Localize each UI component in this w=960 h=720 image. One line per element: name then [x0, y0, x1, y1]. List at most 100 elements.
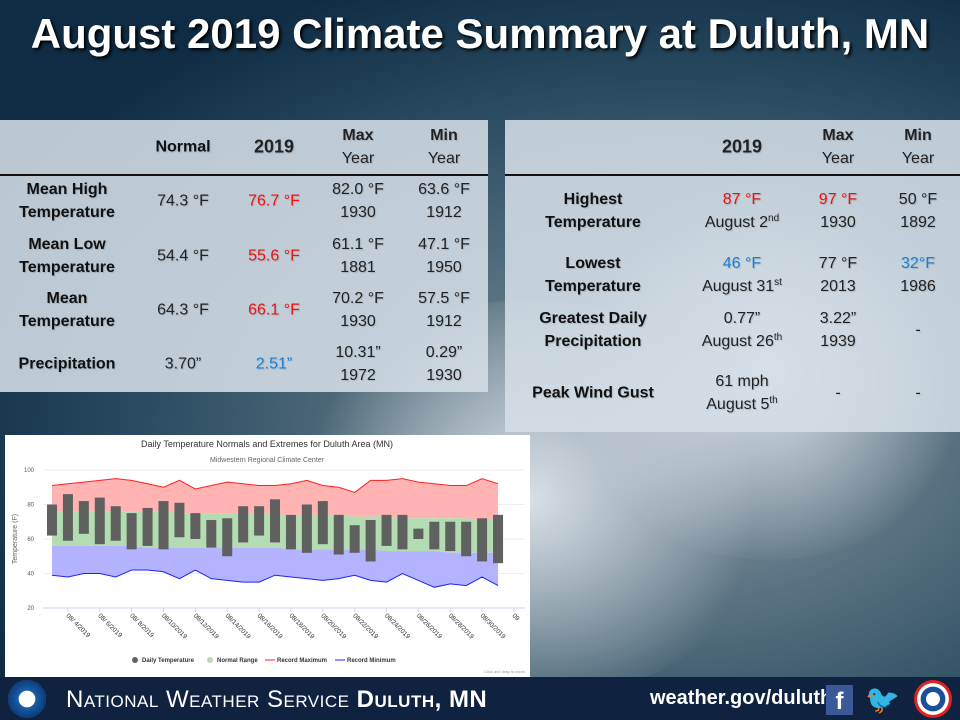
daily-temp-bar	[94, 497, 105, 545]
daily-temp-bar	[190, 513, 201, 539]
legend-marker	[132, 657, 138, 663]
temperature-chart[interactable]: Daily Temperature Normals and Extremes f…	[5, 435, 530, 677]
row-label: Lowest Temperature	[545, 255, 641, 295]
x-tick-label: 08/26/2019	[415, 612, 443, 640]
daily-temp-bar	[445, 521, 456, 552]
legend-item: Record Minimum	[347, 658, 396, 664]
x-tick-label: 08/ 8/2019	[128, 612, 155, 639]
min-record: 47.1 °F 1950	[418, 236, 470, 276]
legend-marker	[207, 657, 213, 663]
value-2019: 76.7 °F	[248, 192, 300, 210]
y-tick-label: 80	[27, 503, 34, 509]
header-min: Min Year	[901, 127, 935, 167]
header-min: Min Year	[427, 127, 461, 167]
daily-temp-bar	[285, 514, 296, 550]
min-record: 32°F 1986	[900, 255, 936, 295]
daily-temp-bar	[142, 507, 153, 546]
row-label: Mean Temperature	[19, 290, 115, 330]
row-label: Mean High Temperature	[19, 181, 115, 221]
x-tick-label: 08/20/2019	[319, 612, 347, 640]
daily-temp-bar	[78, 501, 89, 534]
daily-temp-bar	[110, 506, 121, 541]
value-2019: 0.77” August 26th	[701, 310, 783, 350]
min-record: 63.6 °F 1912	[418, 181, 470, 221]
header-normal: Normal	[155, 138, 211, 156]
x-tick-label: 08/18/2019	[288, 612, 316, 640]
daily-temp-bar	[381, 514, 392, 546]
daily-temp-bar	[429, 521, 440, 550]
daily-temp-bar	[238, 506, 249, 543]
value-2019: 55.6 °F	[248, 247, 300, 265]
website-link[interactable]: weather.gov/duluth	[650, 687, 833, 709]
max-record: 70.2 °F 1930	[332, 290, 384, 330]
x-tick-label: 09	[511, 612, 521, 622]
max-record: 10.31” 1972	[335, 344, 381, 384]
x-tick-label: 08/10/2019	[160, 612, 188, 640]
max-record: -	[835, 384, 841, 402]
facebook-icon[interactable]: f	[826, 685, 853, 715]
daily-temp-bar	[222, 518, 233, 557]
daily-temp-bar	[333, 514, 344, 555]
record-max-line	[51, 478, 499, 493]
row-label: Mean Low Temperature	[19, 236, 115, 276]
header-max: Max Year	[821, 127, 855, 167]
chart-title: Daily Temperature Normals and Extremes f…	[141, 439, 393, 449]
value-2019: 61 mph August 5th	[706, 373, 778, 413]
daily-temp-bar	[254, 506, 265, 536]
daily-temp-bar	[126, 513, 137, 550]
legend-item: Daily Temperature	[142, 658, 195, 664]
max-record: 97 °F 1930	[818, 191, 858, 231]
footer-bar: National Weather Service Duluth, MN weat…	[0, 677, 960, 720]
row-label: Greatest Daily Precipitation	[539, 310, 647, 350]
daily-temp-bar	[477, 518, 488, 562]
daily-temp-bar	[270, 499, 281, 543]
value-2019: 87 °F August 2nd	[704, 191, 780, 231]
header-2019: 2019	[721, 136, 763, 157]
daily-temp-bar	[349, 525, 360, 553]
noaa-logo	[8, 680, 46, 718]
max-record: 61.1 °F 1881	[332, 236, 384, 276]
daily-temp-bar	[461, 521, 472, 557]
normal-value: 54.4 °F	[157, 247, 209, 265]
normal-value: 3.70”	[164, 355, 202, 373]
daily-temp-bar	[47, 504, 57, 536]
row-label: Highest Temperature	[545, 191, 641, 231]
y-tick-label: 60	[27, 537, 34, 543]
x-tick-label: 08/24/2019	[383, 612, 411, 640]
normal-value: 64.3 °F	[157, 301, 209, 319]
max-record: 77 °F 2013	[818, 255, 858, 295]
y-axis-label: Temperature (F)	[12, 514, 19, 564]
x-tick-label: 08/ 6/2019	[96, 612, 123, 639]
x-tick-label: 08/22/2019	[351, 612, 379, 640]
legend-item: Normal Range	[217, 658, 258, 664]
normal-value: 74.3 °F	[157, 192, 209, 210]
min-record: -	[915, 321, 921, 339]
x-tick-label: 08/16/2019	[256, 612, 284, 640]
x-tick-label: 08/28/2019	[447, 612, 475, 640]
y-tick-label: 40	[27, 572, 34, 578]
daily-temp-bar	[174, 502, 185, 538]
x-tick-label: 08/30/2019	[479, 612, 507, 640]
min-record: 50 °F 1892	[898, 191, 938, 231]
row-label: Peak Wind Gust	[532, 384, 654, 402]
daily-temp-bar	[62, 494, 73, 541]
org-name: National Weather Service Duluth, MN	[66, 686, 488, 713]
zoom-note: Click and drag to zoom	[484, 669, 526, 674]
daily-temp-bar	[413, 528, 424, 539]
x-tick-label: 08/14/2019	[224, 612, 252, 640]
min-record: 0.29” 1930	[425, 344, 463, 384]
legend-item: Record Maximum	[277, 658, 327, 664]
value-2019: 2.51”	[255, 355, 293, 373]
daily-temp-bar	[397, 514, 408, 550]
daily-temp-bar	[493, 514, 504, 564]
value-2019: 46 °F August 31st	[702, 255, 782, 295]
chart-subtitle: Midwestern Regional Climate Center	[210, 457, 325, 464]
max-record: 82.0 °F 1930	[332, 181, 384, 221]
record-min-line	[51, 569, 499, 588]
row-label: Precipitation	[18, 355, 116, 373]
chart-svg: Daily Temperature Normals and Extremes f…	[12, 439, 526, 674]
daily-temp-bar	[301, 504, 312, 553]
y-tick-label: 20	[27, 606, 34, 612]
twitter-icon[interactable]: 🐦	[865, 684, 900, 715]
header-max: Max Year	[341, 127, 375, 167]
